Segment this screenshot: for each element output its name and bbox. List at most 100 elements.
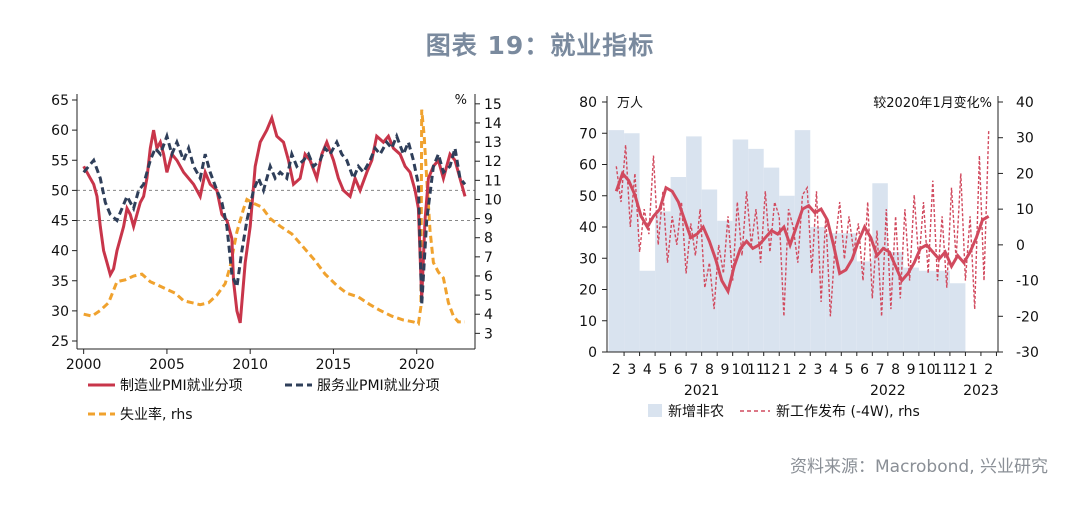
x-tick-label: 2010 <box>232 357 268 373</box>
month-label: 1 <box>969 362 978 378</box>
left-tick-label: 30 <box>51 304 69 320</box>
right-chart-right-tick-label: 0 <box>1016 238 1025 254</box>
month-label: 9 <box>720 362 729 378</box>
nfp-bar <box>810 227 826 352</box>
month-label: 3 <box>814 362 823 378</box>
source-note: 资料来源：Macrobond, 兴业研究 <box>789 457 1048 477</box>
month-label: 4 <box>643 362 652 378</box>
right-chart-left-tick-label: 70 <box>579 126 597 142</box>
right-tick-label: 8 <box>484 231 493 247</box>
month-label: 12 <box>763 362 781 378</box>
figure-title: 图表 19：就业指标 <box>425 31 655 60</box>
month-label: 7 <box>876 362 885 378</box>
right-tick-label: 13 <box>484 135 502 151</box>
nfp-bar <box>841 233 857 352</box>
month-label: 10 <box>918 362 936 378</box>
right-chart-right-tick-label: -20 <box>1016 309 1039 325</box>
right-tick-label: 7 <box>484 250 493 266</box>
right-tick-label: 6 <box>484 269 493 285</box>
right-chart-right-tick-label: 20 <box>1016 166 1034 182</box>
nfp-bar <box>748 148 764 352</box>
right-tick-label: 10 <box>484 192 502 208</box>
nfp-bar <box>655 211 671 352</box>
right-tick-label: 4 <box>484 307 493 323</box>
pmi-services-line <box>82 131 467 305</box>
right-chart-right-tick-label: 40 <box>1016 95 1034 111</box>
nfp-bar <box>903 267 919 352</box>
right-chart-left-tick-label: 50 <box>579 189 597 205</box>
left-tick-label: 45 <box>51 214 69 230</box>
x-tick-label: 2005 <box>149 357 185 373</box>
year-label: 2021 <box>684 383 720 399</box>
legend-label-nfp: 新增非农 <box>668 404 724 420</box>
nfp-bar <box>934 270 950 352</box>
month-label: 7 <box>689 362 698 378</box>
left-axis-unit: 万人 <box>617 96 643 111</box>
right-chart-left-tick-label: 40 <box>579 220 597 236</box>
nfp-bar <box>949 283 966 352</box>
right-tick-label: 14 <box>484 116 502 132</box>
year-label: 2022 <box>870 383 906 399</box>
right-chart-left-tick-label: 80 <box>579 95 597 111</box>
right-chart-left-tick-label: 30 <box>579 251 597 267</box>
right-tick-label: 15 <box>484 97 502 113</box>
right-chart-right-tick-label: 30 <box>1016 131 1034 147</box>
x-tick-label: 2020 <box>399 357 435 373</box>
x-tick-label: 2015 <box>316 357 352 373</box>
right-chart-right-tick-label: -30 <box>1016 345 1039 361</box>
left-tick-label: 35 <box>51 274 69 290</box>
month-label: 3 <box>627 362 636 378</box>
x-tick-label: 2000 <box>66 357 102 373</box>
right-chart-right-tick-label: 10 <box>1016 202 1034 218</box>
nfp-bar <box>639 270 656 352</box>
nfp-bar <box>732 139 749 352</box>
month-label: 1 <box>783 362 792 378</box>
year-label: 2023 <box>963 383 999 399</box>
legend-label-services: 服务业PMI就业分项 <box>317 378 440 394</box>
right-chart-right-tick-label: -10 <box>1016 274 1039 290</box>
nfp-bar <box>624 133 640 352</box>
job-postings-smooth-line <box>614 170 990 296</box>
month-label: 6 <box>674 362 683 378</box>
right-axis-unit-2: 较2020年1月变化% <box>873 95 992 111</box>
month-label: 12 <box>949 362 967 378</box>
job-postings-raw-line <box>615 130 990 317</box>
month-label: 8 <box>891 362 900 378</box>
left-tick-label: 65 <box>51 93 69 109</box>
right-chart-left-tick-label: 0 <box>588 345 597 361</box>
right-chart-left-tick-label: 10 <box>579 314 597 330</box>
legend-label-manufacturing: 制造业PMI就业分项 <box>120 378 243 394</box>
month-label: 4 <box>829 362 838 378</box>
month-label: 6 <box>860 362 869 378</box>
right-tick-label: 3 <box>484 326 493 342</box>
month-label: 2 <box>984 362 993 378</box>
right-tick-label: 9 <box>484 212 493 228</box>
legend-swatch-nfp <box>648 404 662 417</box>
nfp-bar <box>608 130 625 352</box>
month-label: 5 <box>845 362 854 378</box>
legend-label-unemployment: 失业率, rhs <box>120 406 193 423</box>
right-chart-left-tick-label: 60 <box>579 158 597 174</box>
month-label: 10 <box>732 362 750 378</box>
left-tick-label: 25 <box>51 334 69 350</box>
nfp-bar <box>918 270 935 352</box>
nfp-bar <box>794 130 811 352</box>
month-label: 5 <box>658 362 667 378</box>
right-tick-label: 11 <box>484 173 502 189</box>
left-tick-label: 60 <box>51 123 69 139</box>
left-tick-label: 50 <box>51 183 69 199</box>
nfp-bar <box>872 183 888 352</box>
month-label: 2 <box>612 362 621 378</box>
legend-label-postings: 新工作发布 (-4W), rhs <box>776 404 920 420</box>
month-label: 11 <box>933 362 951 378</box>
right-tick-label: 12 <box>484 154 502 170</box>
month-label: 9 <box>907 362 916 378</box>
right-chart-left-tick-label: 20 <box>579 283 597 299</box>
left-tick-label: 55 <box>51 153 69 169</box>
nfp-bar <box>856 261 873 352</box>
month-label: 8 <box>705 362 714 378</box>
left-tick-label: 40 <box>51 244 69 260</box>
month-label: 2 <box>798 362 807 378</box>
right-axis-unit: % <box>455 93 467 108</box>
